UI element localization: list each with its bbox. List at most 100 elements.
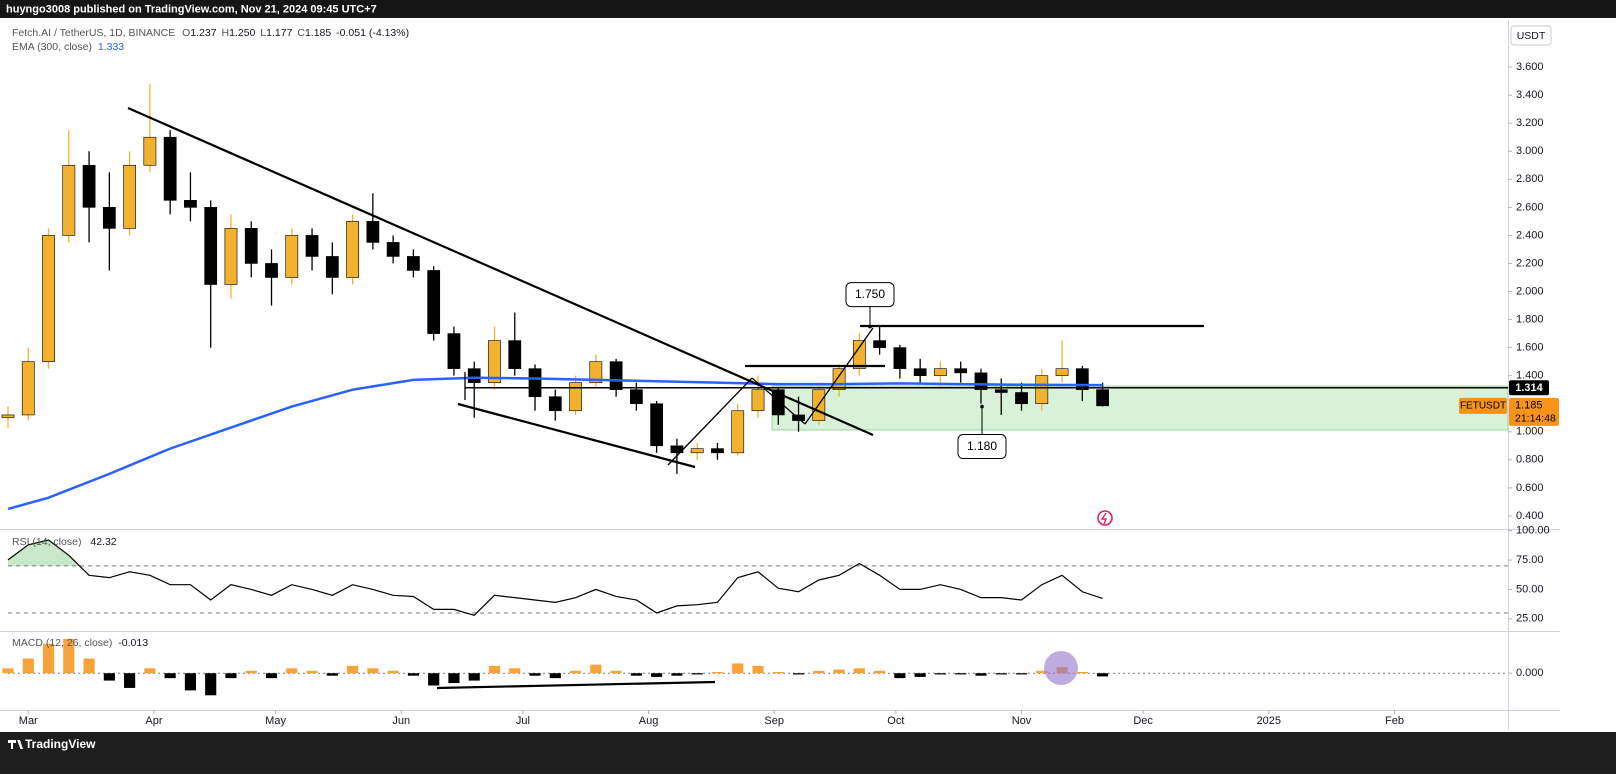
- candle-body: [751, 389, 765, 412]
- candle-body: [143, 136, 157, 166]
- trendline: [457, 402, 696, 469]
- ema-name: EMA (300, close): [12, 41, 92, 53]
- macd-bar: [711, 672, 724, 674]
- macd-bar: [326, 673, 338, 676]
- y-tick-label: 2.000: [1516, 285, 1544, 297]
- currency-label: USDT: [1517, 30, 1546, 42]
- callout-label: 1.750: [855, 287, 885, 301]
- candle-body: [771, 389, 785, 416]
- ema-value: 1.333: [98, 41, 124, 53]
- y-tick-label: 3.600: [1516, 61, 1544, 73]
- candle-body: [346, 221, 359, 278]
- y-tick-label: 0.800: [1516, 454, 1544, 466]
- ohlc-label: L: [260, 27, 266, 39]
- rsi-legend: RSI (14, close) 42.32: [12, 536, 117, 548]
- countdown-label: 21:14:48: [1515, 413, 1556, 425]
- macd-bar: [691, 673, 703, 675]
- macd-bar: [63, 638, 75, 674]
- x-tick-label: Sep: [764, 715, 784, 727]
- candle-body: [1035, 375, 1049, 405]
- footer-bar: [0, 732, 1616, 774]
- candle-body: [1075, 368, 1089, 390]
- macd-bar: [813, 670, 825, 674]
- published-note: huyngo3008 published on TradingView.com,…: [6, 3, 377, 15]
- x-tick-label: Dec: [1133, 715, 1153, 727]
- callout-dot: [868, 324, 872, 329]
- ohlc-value: 1.250: [229, 27, 255, 39]
- macd-bar: [914, 673, 926, 677]
- macd-bar: [306, 670, 318, 674]
- macd-bar: [347, 665, 359, 674]
- candle-body: [1015, 392, 1028, 405]
- macd-bar: [124, 673, 136, 688]
- level-label: 1.314: [1515, 382, 1543, 394]
- macd-bar: [610, 670, 622, 674]
- macd-bar: [468, 673, 480, 681]
- ohlc-value: 1.185: [305, 27, 331, 39]
- candle-body: [1055, 368, 1069, 376]
- macd-bar: [732, 663, 744, 674]
- y-tick-label: 100.00: [1516, 524, 1550, 536]
- x-tick-label: Nov: [1012, 715, 1032, 727]
- ohlc-value: 1.177: [266, 27, 292, 39]
- macd-bar: [407, 673, 419, 676]
- candle-body: [102, 207, 116, 229]
- candle-body: [832, 368, 846, 390]
- candle-body: [934, 368, 947, 376]
- trendline: [804, 327, 874, 425]
- macd-bar: [286, 668, 298, 674]
- ohlc-value: 1.237: [190, 27, 216, 39]
- brand: TradingView: [25, 737, 96, 751]
- price-legend: Fetch.AI / TetherUS, 1D, BINANCE O1.237 …: [12, 27, 409, 39]
- y-tick-label: 1.800: [1516, 313, 1544, 325]
- macd-bar: [164, 673, 176, 679]
- macd-bar: [651, 673, 663, 677]
- change-pct: (-4.13%): [369, 27, 409, 39]
- macd-bar: [1036, 670, 1048, 674]
- candle-body: [204, 207, 218, 285]
- candle-body: [386, 242, 400, 257]
- macd-bar: [144, 668, 156, 674]
- macd-bar: [265, 673, 278, 679]
- currency-button[interactable]: [1510, 25, 1552, 46]
- macd-bar: [448, 673, 460, 684]
- data-layer: 0.400 0.600 0.800 1.000 1.400 1.600 1.800 2.000…: [1, 61, 1559, 727]
- x-tick-label: 2025: [1257, 715, 1281, 727]
- alert-icon[interactable]: [1097, 510, 1113, 526]
- macd-bar: [367, 668, 379, 674]
- x-tick-label: Jul: [516, 715, 530, 727]
- candle-body: [366, 221, 380, 243]
- macd-bar: [488, 665, 501, 674]
- macd-bar: [569, 670, 582, 674]
- callout-box: [957, 434, 1007, 460]
- x-tick-label: Aug: [639, 715, 659, 727]
- macd-bar: [752, 665, 764, 674]
- candle-body: [913, 368, 927, 376]
- candle-body: [407, 256, 420, 271]
- macd-bar: [184, 673, 197, 691]
- candle-body: [224, 228, 238, 285]
- candle-body: [589, 361, 603, 383]
- candle-body: [1096, 389, 1109, 407]
- candle-body: [609, 361, 623, 390]
- ema-line: [7, 376, 1103, 511]
- ema-legend: EMA (300, close) 1.333: [12, 41, 124, 53]
- y-tick-label: 1.400: [1516, 370, 1544, 382]
- callout-label: 1.180: [967, 439, 997, 453]
- macd-bar: [22, 658, 34, 674]
- macd-bar: [975, 673, 987, 676]
- macd-value: -0.013: [118, 637, 148, 649]
- alert-icon-bolt: [1100, 512, 1108, 525]
- trendline: [751, 377, 806, 425]
- candle-body: [123, 164, 137, 229]
- macd-bar: [509, 668, 521, 674]
- macd-bar: [874, 670, 886, 674]
- macd-bar: [1076, 672, 1088, 674]
- candle-body: [447, 333, 461, 369]
- level-tag: [1509, 380, 1549, 396]
- macd-bar: [42, 643, 55, 674]
- x-tick-label: Oct: [887, 715, 904, 727]
- candle-body: [994, 389, 1008, 393]
- candle-body: [285, 235, 299, 278]
- candle-body: [42, 235, 55, 362]
